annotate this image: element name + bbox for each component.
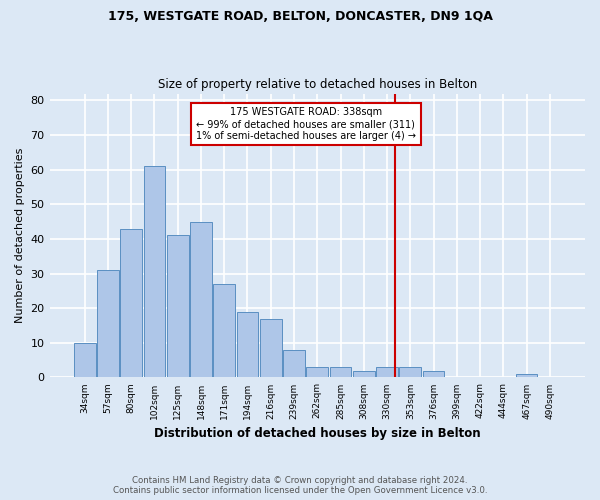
- Bar: [190, 222, 212, 378]
- Text: 175, WESTGATE ROAD, BELTON, DONCASTER, DN9 1QA: 175, WESTGATE ROAD, BELTON, DONCASTER, D…: [107, 10, 493, 23]
- Text: 175 WESTGATE ROAD: 338sqm
← 99% of detached houses are smaller (311)
1% of semi-: 175 WESTGATE ROAD: 338sqm ← 99% of detac…: [196, 108, 416, 140]
- Bar: [236, 312, 259, 378]
- Bar: [376, 367, 398, 378]
- Bar: [214, 284, 235, 378]
- Bar: [516, 374, 538, 378]
- Bar: [97, 270, 119, 378]
- Title: Size of property relative to detached houses in Belton: Size of property relative to detached ho…: [158, 78, 477, 91]
- Bar: [400, 367, 421, 378]
- Bar: [283, 350, 305, 378]
- Bar: [330, 367, 352, 378]
- Y-axis label: Number of detached properties: Number of detached properties: [15, 148, 25, 323]
- Bar: [167, 236, 188, 378]
- Text: Contains HM Land Registry data © Crown copyright and database right 2024.
Contai: Contains HM Land Registry data © Crown c…: [113, 476, 487, 495]
- X-axis label: Distribution of detached houses by size in Belton: Distribution of detached houses by size …: [154, 427, 481, 440]
- Bar: [121, 228, 142, 378]
- Bar: [423, 370, 445, 378]
- Bar: [353, 370, 374, 378]
- Bar: [74, 343, 95, 378]
- Bar: [260, 318, 281, 378]
- Bar: [143, 166, 165, 378]
- Bar: [307, 367, 328, 378]
